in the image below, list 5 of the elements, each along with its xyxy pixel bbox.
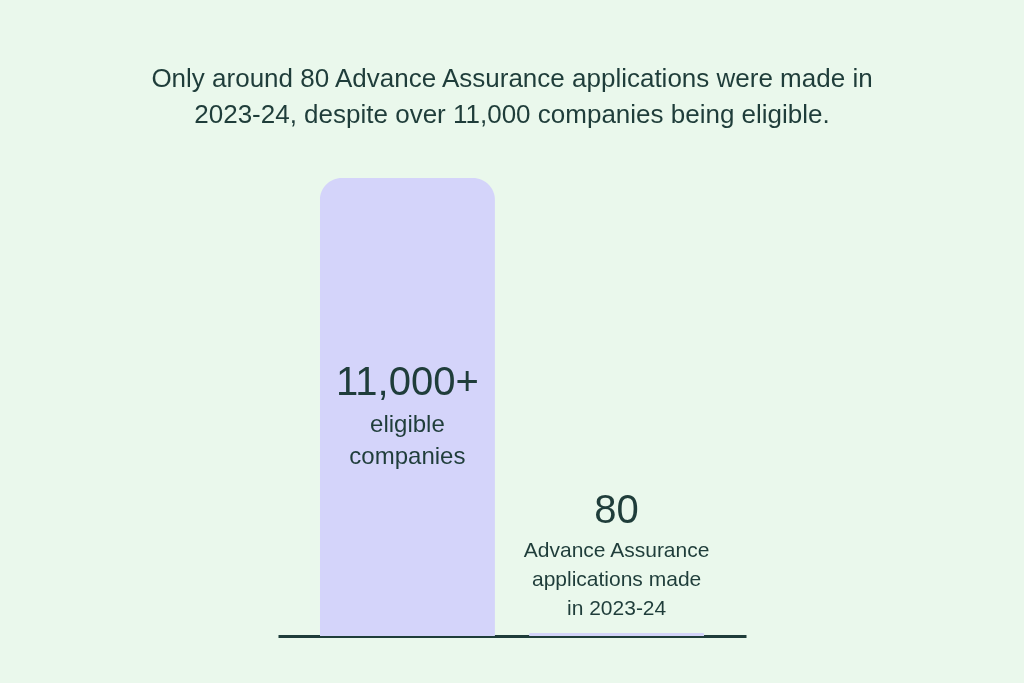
x-tick-label: Advance Assurance applications made in 2023-24 (523, 537, 710, 619)
data-label: 80 (594, 486, 639, 531)
chart-title: Only around 80 Advance Assurance applications were made in 2023-24, despite over 11,000 companies being eligible. (151, 63, 873, 129)
data-label: 11,000+ (336, 359, 479, 403)
x-tick-label: eligible companies (349, 410, 466, 469)
